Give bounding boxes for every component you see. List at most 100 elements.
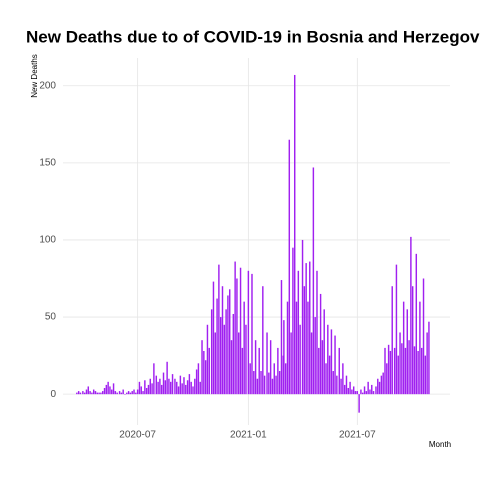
bar xyxy=(122,389,124,395)
bar xyxy=(319,293,322,395)
bar xyxy=(314,317,316,395)
bar xyxy=(408,340,410,395)
bar xyxy=(283,320,285,395)
bar xyxy=(149,378,151,395)
bar xyxy=(138,381,141,395)
chart-title: New Deaths due to of COVID-19 in Bosnia … xyxy=(26,27,480,46)
bar xyxy=(145,387,148,395)
bar xyxy=(103,387,106,395)
bar xyxy=(126,392,128,395)
bar xyxy=(214,332,216,395)
bar xyxy=(347,387,350,395)
bar xyxy=(404,347,407,395)
bar xyxy=(188,374,191,395)
bar xyxy=(162,372,165,395)
bar xyxy=(218,264,220,395)
bar xyxy=(112,383,115,395)
bar xyxy=(170,381,172,395)
bar xyxy=(116,392,118,395)
bar xyxy=(136,389,139,395)
bar xyxy=(262,286,264,395)
bar xyxy=(284,363,287,395)
bar xyxy=(124,394,126,395)
bar xyxy=(140,386,142,395)
bar xyxy=(251,273,253,395)
bar xyxy=(83,392,86,395)
bar xyxy=(197,363,200,395)
bar xyxy=(292,247,294,395)
bar xyxy=(290,332,292,395)
bar xyxy=(204,360,207,395)
bar xyxy=(254,340,257,395)
bar xyxy=(243,301,245,395)
bar xyxy=(399,332,401,395)
bar xyxy=(297,270,300,395)
y-tick-label: 50 xyxy=(45,312,57,323)
bar xyxy=(328,355,331,395)
x-tick-label: 2021-07 xyxy=(339,430,376,441)
bar xyxy=(195,369,198,395)
bar xyxy=(375,386,377,395)
bar xyxy=(382,372,384,395)
bar xyxy=(111,389,113,395)
bar xyxy=(277,347,279,395)
bar xyxy=(201,340,203,395)
bar xyxy=(338,347,340,395)
bar xyxy=(164,380,167,395)
bar xyxy=(232,313,235,395)
bar xyxy=(340,378,342,395)
bar xyxy=(310,332,313,395)
bar xyxy=(386,363,388,395)
bar xyxy=(352,386,355,395)
bar xyxy=(307,301,309,395)
bar xyxy=(312,167,315,395)
bar xyxy=(230,340,233,395)
bar xyxy=(268,372,270,395)
bar xyxy=(183,377,185,395)
bar xyxy=(94,391,97,395)
bar xyxy=(299,324,301,395)
bar xyxy=(210,309,213,395)
bar xyxy=(358,394,360,413)
bar xyxy=(171,374,174,395)
bar xyxy=(391,286,393,395)
bar xyxy=(100,392,102,395)
bar xyxy=(176,381,178,395)
bar xyxy=(102,391,104,395)
bar xyxy=(91,392,93,395)
bar xyxy=(402,301,405,395)
bar xyxy=(424,355,427,395)
y-tick-label: 200 xyxy=(39,80,56,91)
bar xyxy=(258,347,260,395)
bar xyxy=(367,381,369,395)
bar xyxy=(343,384,346,395)
bar xyxy=(151,383,153,395)
bar xyxy=(118,391,121,395)
bar xyxy=(160,384,163,395)
bar xyxy=(79,392,82,395)
bar xyxy=(316,270,318,395)
bar xyxy=(147,384,150,395)
bar xyxy=(345,375,348,395)
bar xyxy=(190,381,192,395)
bar xyxy=(168,378,170,395)
bar xyxy=(245,324,247,395)
y-tick-label: 0 xyxy=(50,389,56,400)
bar xyxy=(295,301,298,395)
bar xyxy=(144,380,146,395)
bar xyxy=(356,391,359,395)
bar xyxy=(253,371,255,395)
bar xyxy=(410,236,412,395)
bar xyxy=(413,346,416,395)
bar xyxy=(107,381,109,395)
bar xyxy=(271,378,274,395)
bar xyxy=(239,267,242,395)
bar xyxy=(129,392,132,395)
bar xyxy=(387,344,390,395)
bar xyxy=(420,347,423,395)
bar xyxy=(411,286,414,395)
bar xyxy=(206,324,209,395)
bar xyxy=(422,278,425,395)
bar xyxy=(332,371,334,395)
